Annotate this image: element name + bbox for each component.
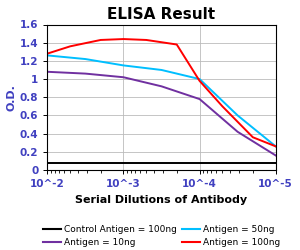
Title: ELISA Result: ELISA Result bbox=[107, 7, 216, 22]
Legend: Control Antigen = 100ng, Antigen = 10ng, Antigen = 50ng, Antigen = 100ng: Control Antigen = 100ng, Antigen = 10ng,… bbox=[39, 221, 284, 250]
Y-axis label: O.D.: O.D. bbox=[7, 84, 17, 111]
X-axis label: Serial Dilutions of Antibody: Serial Dilutions of Antibody bbox=[76, 194, 247, 204]
